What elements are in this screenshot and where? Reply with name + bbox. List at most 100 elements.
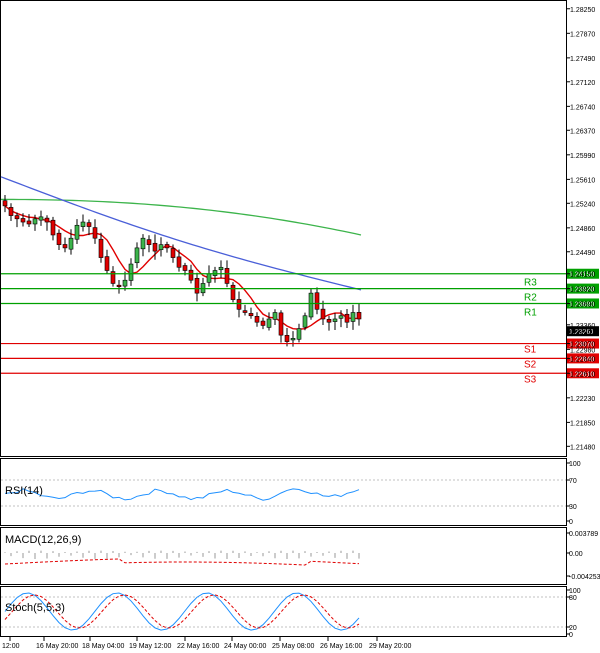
candle-body [74,224,80,240]
candle-body [134,247,140,264]
level-price-label: 1.24150 [569,272,594,279]
price-tick-label: 1.27870 [570,31,595,38]
time-tick-label: 22 May 16:00 [177,643,220,650]
level-price-badge [567,298,599,309]
candle-body [278,312,284,336]
price-tick-label: 1.23920 [570,287,595,294]
candle-body [344,313,350,323]
candle-body [230,284,236,300]
macd-panel-frame [0,527,567,585]
macd-signal-line [4,558,360,566]
price-tick-label: 1.26740 [570,104,595,111]
candle-body [320,308,326,320]
price-tick-label: 1.26370 [570,128,595,135]
candle-body [194,278,200,294]
candle-body [356,312,362,320]
candle-body [26,220,32,225]
indicator-tick-label: 0 [569,632,573,639]
rsi-line [4,488,360,501]
level-price-label: 1.23070 [569,342,594,349]
level-price-label: 1.22840 [569,356,594,363]
price-tick-label: 1.23261 [570,329,595,336]
main-panel-frame [0,0,567,457]
price-tick-label: 1.21850 [570,420,595,427]
price-tick-label: 1.25990 [570,153,595,160]
price-axis: 1.28250 1.27870 1.27490 1.27120 1.26740 1.263… [566,7,595,451]
candle-body [2,200,8,207]
time-tick-label: 25 May 08:00 [272,643,315,650]
current-price-label: 1.23261 [569,329,594,336]
stoch-signal-line [4,594,360,629]
candle-body [188,269,194,281]
price-tick-label: 1.22980 [570,347,595,354]
price-tick-label: 1.23690 [570,301,595,308]
candle-body [104,256,110,271]
candle-body [242,310,248,313]
level-name-label: S3 [524,374,537,385]
candle-body [92,227,98,239]
candle-body [332,318,338,322]
level-name-label: R1 [524,307,537,318]
candle-body [272,312,278,320]
candle-body [176,256,182,268]
candle-body [14,215,20,220]
level-price-badge [567,368,599,379]
indicator-tick-label: 80 [569,595,577,602]
candle-body [20,218,26,223]
candle-body [314,292,320,310]
indicator-tick-label: 70 [569,478,577,485]
candle-body [32,218,38,225]
stoch-title: Stoch(5,5,3) [5,602,65,614]
candle-body [350,312,356,322]
price-tick-label: 1.22230 [570,396,595,403]
time-tick-label: 18 May 04:00 [82,643,125,650]
candle-body [68,237,74,250]
candle-body [182,265,188,271]
level-name-label: S2 [524,359,537,370]
candle-body [164,244,170,249]
level-name-label: S1 [524,345,537,356]
candle-body [140,237,146,250]
candle-body [8,207,14,216]
level-price-badge [567,283,599,294]
time-tick-label: 16 May 20:00 [36,643,79,650]
level-price-label: 1.23690 [569,301,594,308]
candle-body [296,328,302,340]
candle-body [80,221,86,227]
candle-body [260,320,266,326]
candle-body [110,271,116,284]
candle-body [308,292,314,318]
candle-body [218,266,224,271]
level-name-label: R2 [524,293,537,304]
candle-body [128,263,134,281]
candle-body [290,338,296,341]
price-tick-label: 1.24860 [570,226,595,233]
current-price-badge [567,326,599,337]
price-tick-label: 1.23070 [570,342,595,349]
macd-title: MACD(12,26,9) [5,534,81,546]
candle-body [56,232,62,245]
price-tick-label: 1.25610 [570,177,595,184]
time-tick-label: 24 May 00:00 [224,643,267,650]
medium-ma-line [0,176,362,291]
rsi-title: RSI(14) [5,485,43,497]
price-tick-label: 1.24150 [570,272,595,279]
candle-body [254,316,260,323]
level-name-label: R3 [524,278,537,289]
candle-body [152,242,158,252]
indicator-tick-label: 100 [569,588,581,595]
indicator-tick-label: 0.00 [569,551,583,558]
level-price-label: 1.22610 [569,371,594,378]
candles [2,194,362,347]
candle-body [86,222,92,227]
level-price-label: 1.23920 [569,287,594,294]
candle-body [326,318,332,323]
price-tick-label: 1.22840 [570,356,595,363]
price-tick-label: 1.25240 [570,201,595,208]
candle-body [44,217,50,223]
price-tick-label: 1.22610 [570,371,595,378]
candle-body [338,315,344,319]
